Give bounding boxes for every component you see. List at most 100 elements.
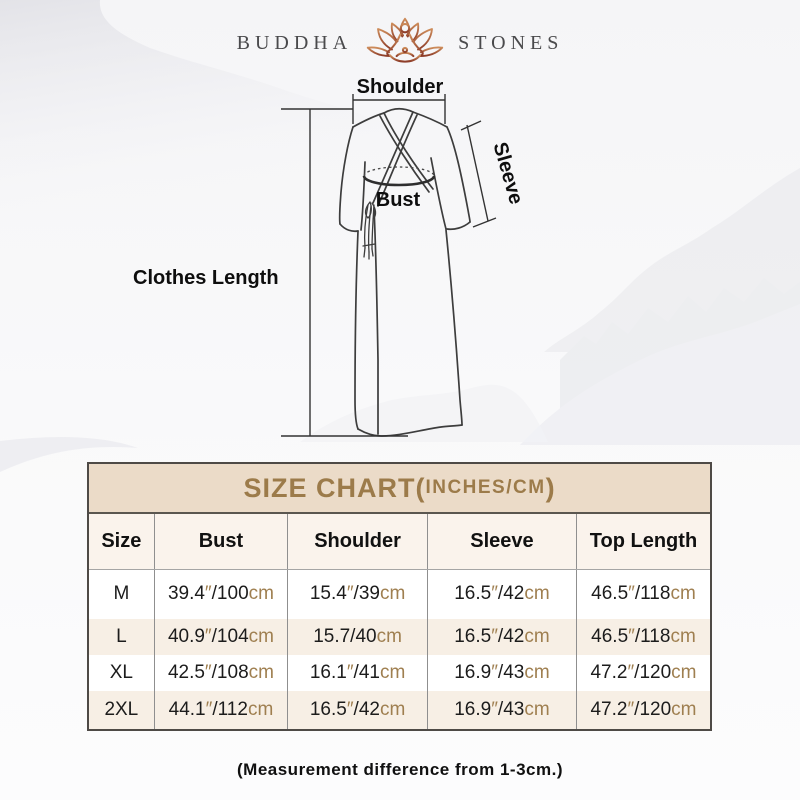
cm-unit: cm — [379, 699, 406, 720]
inch-mark: ″ — [628, 583, 635, 605]
waist-tie-tassel — [362, 201, 377, 260]
cm-value: /112 — [212, 699, 248, 720]
cm-unit: cm — [524, 662, 550, 683]
column-header-top-length: Top Length — [575, 514, 710, 570]
inches-value: 46.5 — [591, 583, 629, 605]
cm-value: /42 — [497, 626, 525, 647]
cm-value: /104 — [211, 626, 249, 647]
measurement-cell: 16.5″/42cm — [287, 691, 428, 729]
mountain-right-range — [300, 168, 800, 445]
mountain-top-left — [0, 0, 475, 215]
measurement-cell: 15.4″/39cm — [287, 569, 428, 619]
table-row: L 40.9″/104cm 15.7/40cm 16.5″/42cm 46.5″/118… — [89, 619, 710, 655]
cm-value: /43 — [497, 699, 525, 720]
brand-word-left: BUDDHA — [236, 31, 353, 54]
column-header-sleeve: Sleeve — [426, 514, 577, 570]
inch-mark: ″ — [204, 583, 212, 605]
garment-measurement-diagram: Shoulder Bust Clothes Length Sleeve — [133, 76, 527, 437]
label-clothes-length: Clothes Length — [133, 267, 279, 289]
measurement-cell: 47.2″/120cm — [575, 655, 710, 691]
cm-value: /100 — [211, 583, 249, 605]
cm-value: /120 — [634, 699, 672, 720]
table-row: XL 42.5″/108cm 16.1″/41cm 16.9″/43cm 47.2″/1… — [89, 655, 710, 691]
inch-mark: ″ — [491, 662, 498, 683]
inches-value: 44.1 — [168, 699, 206, 720]
inch-mark: ″ — [627, 662, 635, 683]
inches-value: 15.7 — [313, 626, 351, 647]
cm-unit: cm — [376, 626, 402, 647]
cm-unit: cm — [247, 699, 274, 720]
inches-value: 16.9 — [454, 662, 492, 683]
size-cell: M — [113, 583, 130, 605]
inches-value: 47.2 — [590, 699, 628, 720]
cm-value: /108 — [211, 662, 249, 683]
inches-value: 16.9 — [454, 699, 492, 720]
label-shoulder: Shoulder — [357, 76, 444, 98]
label-sleeve: Sleeve — [488, 140, 527, 207]
cm-value: /118 — [634, 626, 671, 647]
cm-value: /42 — [497, 583, 525, 605]
size-rows: M 39.4″/100cm 15.4″/39cm 16.5″/42cm 46.5″/11… — [89, 569, 710, 729]
inch-mark: ″ — [204, 662, 212, 683]
measurement-cell: 16.1″/41cm — [287, 655, 428, 691]
inch-mark: ″ — [346, 662, 354, 683]
inch-mark: ″ — [628, 626, 635, 647]
size-cell: L — [116, 626, 127, 647]
column-header-shoulder: Shoulder — [287, 514, 428, 570]
size-cell: XL — [109, 662, 133, 683]
inch-mark: ″ — [491, 626, 498, 647]
inches-value: 40.9 — [167, 626, 205, 647]
inches-value: 47.2 — [590, 662, 628, 683]
cm-value: /40 — [350, 626, 377, 647]
cm-unit: cm — [524, 699, 550, 720]
measurement-cell: 46.5″/118cm — [575, 619, 710, 655]
cm-value: /41 — [353, 662, 380, 683]
cm-unit: cm — [524, 583, 550, 605]
size-chart-title-main: SIZE CHART( — [243, 472, 426, 503]
size-table: Size Bust Shoulder Sleeve Top Length M 39… — [89, 514, 710, 729]
measurement-note: (Measurement difference from 1-3cm.) — [237, 760, 563, 779]
measurement-cell: 47.2″/120cm — [575, 691, 710, 729]
label-bust: Bust — [376, 189, 421, 211]
measurement-cell: 39.4″/100cm — [153, 569, 288, 619]
bust-ellipse — [362, 166, 436, 187]
inch-mark: ″ — [627, 699, 635, 720]
cm-unit: cm — [671, 662, 697, 683]
column-header-row: Size Bust Shoulder Sleeve Top Length — [89, 514, 710, 570]
inch-mark: ″ — [491, 699, 498, 720]
brand-word-right: STONES — [458, 31, 564, 54]
cm-value: /120 — [634, 662, 672, 683]
inch-mark: ″ — [346, 583, 354, 605]
inches-value: 39.4 — [167, 583, 205, 605]
cm-value: /43 — [497, 662, 525, 683]
lotus-meditation-icon — [366, 17, 444, 63]
column-header-bust: Bust — [153, 514, 288, 570]
cm-value: /42 — [353, 699, 380, 720]
size-chart-title-close: ) — [545, 472, 556, 503]
measurement-cell: 46.5″/118cm — [575, 569, 710, 619]
robe-outline — [338, 107, 471, 437]
size-cell: 2XL — [104, 699, 139, 720]
inch-mark: ″ — [491, 583, 498, 605]
measurement-cell: 16.9″/43cm — [426, 655, 577, 691]
cm-unit: cm — [248, 662, 274, 683]
mountain-bottom-left — [0, 436, 138, 472]
cm-unit: cm — [524, 626, 550, 647]
inch-mark: ″ — [346, 699, 354, 720]
measurement-cell: 16.5″/42cm — [426, 619, 577, 655]
inches-value: 16.5 — [454, 583, 492, 605]
measurement-cell: 44.1″/112cm — [153, 691, 288, 729]
measurement-cell: 16.9″/43cm — [426, 691, 577, 729]
cm-unit: cm — [379, 662, 406, 683]
size-chart: SIZE CHART(INCHES/CM) Size Bust Shoulder… — [87, 462, 712, 731]
measurement-cell: 15.7/40cm — [287, 619, 428, 655]
cm-unit: cm — [670, 626, 696, 647]
cm-unit: cm — [671, 699, 697, 720]
column-header-size: Size — [89, 514, 155, 570]
inch-mark: ″ — [205, 699, 213, 720]
inches-value: 16.5 — [454, 626, 492, 647]
cm-unit: cm — [379, 583, 406, 605]
measurement-cell: 42.5″/108cm — [153, 655, 288, 691]
